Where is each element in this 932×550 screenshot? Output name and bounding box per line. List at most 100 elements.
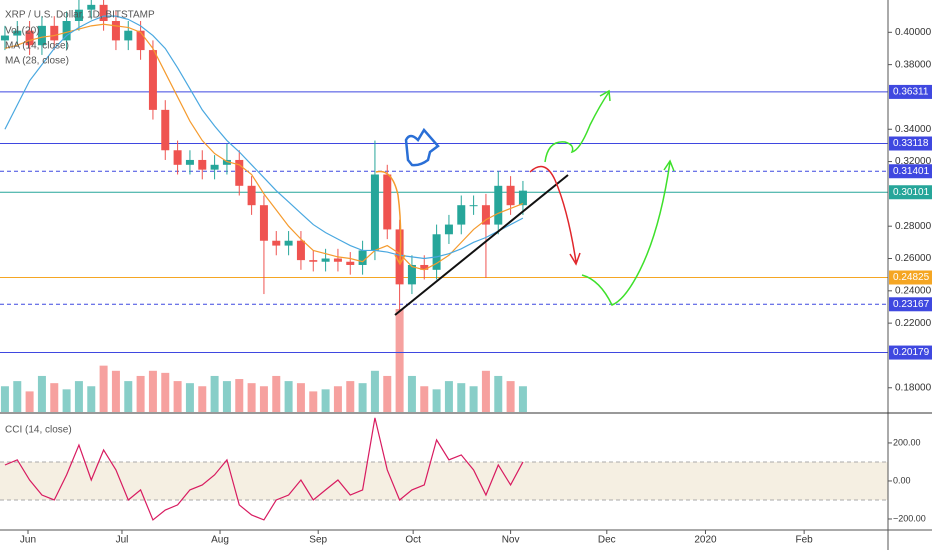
level-label-box — [889, 270, 932, 285]
candle-body — [259, 205, 268, 241]
green-arrow-up — [544, 91, 610, 163]
volume-bar — [518, 386, 527, 412]
level-label: 0.33118 — [893, 138, 929, 149]
indicator-label: MA (14, close) — [5, 41, 69, 52]
x-tick-label: Aug — [211, 535, 229, 546]
y-tick-label: 0.26000 — [895, 253, 932, 264]
hand-icon — [404, 127, 440, 167]
x-tick-label: Sep — [309, 535, 327, 546]
cci-label: CCI (14, close) — [5, 425, 72, 436]
volume-bar — [346, 381, 355, 412]
volume-bar — [358, 383, 367, 412]
level-label: 0.30101 — [893, 187, 930, 198]
level-label: 0.23167 — [893, 299, 930, 310]
x-tick-label: Dec — [598, 535, 616, 546]
indicator-label: Vol (20) — [5, 26, 39, 37]
candle-body — [321, 258, 330, 262]
green-arrow-rebound — [581, 161, 671, 306]
candle-body — [407, 264, 416, 285]
level-label: 0.31401 — [893, 166, 930, 177]
volume-bar — [506, 381, 515, 412]
volume-bar — [383, 375, 392, 412]
cci-tick-label: −200.00 — [893, 513, 926, 523]
y-tick-label: 0.22000 — [895, 318, 932, 329]
level-label-box — [889, 185, 932, 200]
orange-arrow — [375, 170, 402, 263]
volume-bar — [13, 381, 22, 412]
volume-bar — [469, 386, 478, 412]
candle-body — [74, 9, 83, 22]
cci-tick-label: 200.00 — [893, 437, 921, 447]
volume-bar — [370, 370, 379, 412]
candle-body — [148, 50, 157, 110]
volume-bar — [296, 383, 305, 412]
volume-bar — [210, 375, 219, 412]
candle-body — [247, 185, 256, 206]
candle-body — [432, 234, 441, 270]
level-label: 0.36311 — [893, 87, 929, 98]
volume-bar — [333, 386, 342, 412]
volume-bar — [494, 375, 503, 412]
candle-body — [62, 21, 71, 41]
y-tick-label: 0.28000 — [895, 221, 932, 232]
volume-bar — [235, 379, 244, 412]
volume-bar — [457, 383, 466, 412]
candle-body — [25, 30, 34, 46]
x-tick-label: Oct — [405, 535, 421, 546]
candle-body — [370, 174, 379, 251]
candle-body — [506, 185, 515, 206]
candle-body — [50, 25, 59, 41]
volume-bar — [321, 389, 330, 412]
y-tick-label: 0.18000 — [895, 382, 932, 393]
cci-pane — [0, 417, 888, 521]
volume-bar — [420, 386, 429, 412]
candle-body — [481, 205, 490, 225]
volume-bar — [161, 372, 170, 412]
candle-body — [284, 240, 293, 246]
red-arrow — [529, 165, 577, 263]
volume-bar — [173, 381, 182, 412]
candle-body — [383, 174, 392, 230]
annotations — [375, 89, 675, 316]
green-arrowhead-rebound — [663, 159, 675, 172]
candle-body — [37, 25, 46, 46]
candle-body — [494, 185, 503, 225]
volume-bar — [87, 386, 96, 412]
level-label-box — [889, 297, 932, 312]
volume-bar — [37, 375, 46, 412]
candle-body — [185, 159, 194, 165]
indicator-label: MA (28, close) — [5, 56, 69, 67]
volume-bar — [395, 309, 404, 412]
x-tick-label: Feb — [796, 535, 814, 546]
volume-bar — [284, 381, 293, 412]
volume-bar — [99, 365, 108, 412]
candle-body — [444, 224, 453, 235]
candle-body — [333, 258, 342, 262]
candle-body — [457, 205, 466, 225]
y-tick-label: 0.38000 — [895, 59, 932, 70]
axes: 0.40000 0.38000 0.34000 0.32000 0.28000 0.260… — [20, 27, 932, 546]
candle-body — [469, 205, 478, 207]
y-tick-label: 0.24000 — [895, 285, 932, 296]
volume-bar — [198, 386, 207, 412]
candle-body — [111, 21, 120, 41]
y-tick-label: 0.32000 — [895, 156, 932, 167]
cci-line — [4, 417, 524, 521]
candle-body — [420, 264, 429, 270]
ma-line — [4, 15, 524, 260]
green-arrowhead-up — [599, 89, 611, 102]
level-label: 0.24825 — [893, 272, 930, 283]
volume-bar — [407, 375, 416, 412]
candle-body — [210, 164, 219, 170]
volume-bar — [111, 370, 120, 412]
volume-bar — [259, 386, 268, 412]
candle-body — [235, 159, 244, 186]
candle-body — [13, 30, 22, 36]
volume-bar — [444, 381, 453, 412]
candle-body — [99, 4, 108, 22]
candle-body — [358, 250, 367, 265]
volume-bar — [50, 383, 59, 412]
volume-bar — [136, 375, 145, 412]
volume-bar — [25, 391, 34, 412]
y-tick-label: 0.34000 — [895, 124, 932, 135]
